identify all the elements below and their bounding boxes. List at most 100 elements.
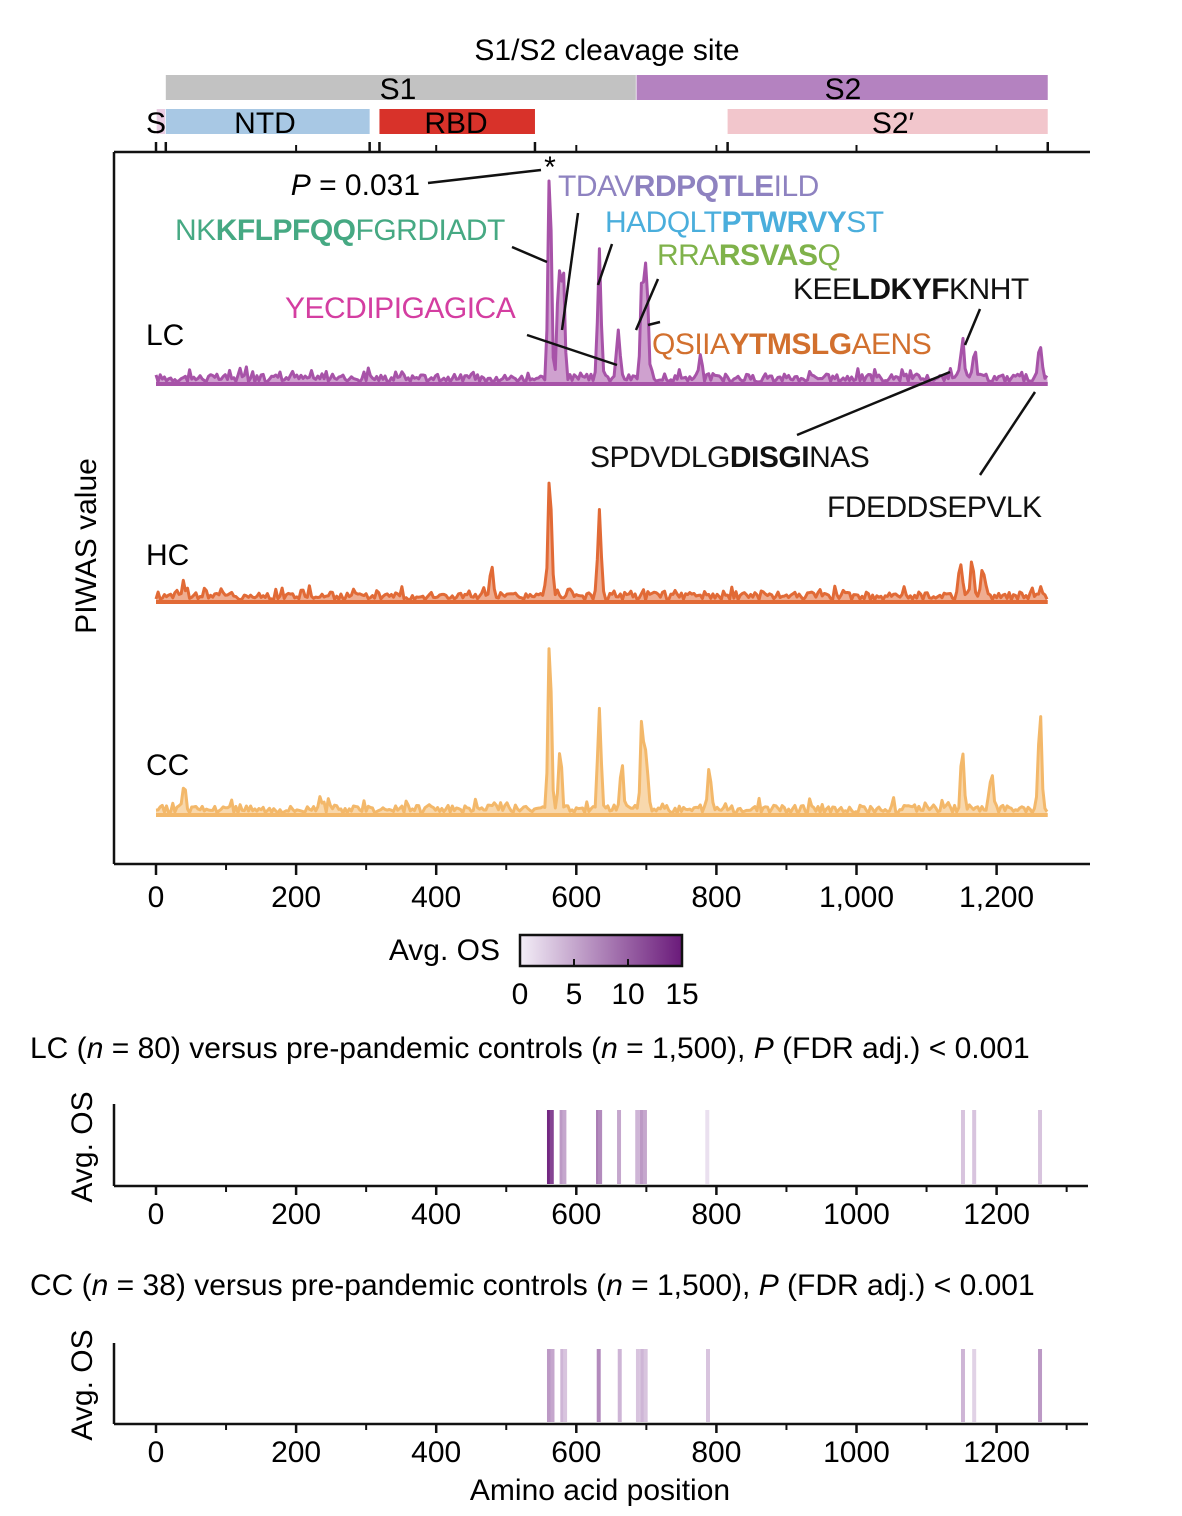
peptide-part: NK (175, 214, 216, 247)
os-band (639, 1110, 644, 1184)
peptide-label-9: FDEDDSEPVLK (827, 491, 1042, 524)
strip-x-tick-label: 1200 (963, 1198, 1030, 1231)
os-band (972, 1110, 977, 1184)
peptide-part: YECDIPIGAGICA (285, 292, 516, 325)
strip-x-tick-label: 200 (271, 1436, 321, 1469)
colorbar-tick-label: 0 (512, 978, 529, 1011)
peptide-part: QSIIA (652, 328, 730, 361)
os-band (1038, 1349, 1043, 1422)
x-tick-label: 200 (271, 881, 321, 914)
annotation-leader (634, 278, 660, 331)
peptide-label-8: SPDVDLGDISGINAS (590, 441, 869, 474)
os-band (549, 1110, 554, 1184)
peptide-label-7: KEELDKYFKNHT (793, 273, 1029, 306)
caption-part: = 1,500), (618, 1032, 754, 1065)
chart-title: S1/S2 cleavage site (474, 34, 739, 67)
domain-2 (379, 109, 535, 134)
x-tick-label: 600 (551, 881, 601, 914)
domain-ticks (154, 142, 1049, 152)
series-label-cc: CC (146, 749, 189, 782)
peptide-label-2: TDAVRDPQTLEILD (558, 170, 819, 203)
peptide-part: YTMSLG (730, 328, 852, 361)
annotation-leader (526, 333, 618, 367)
y-axis-label: PIWAS value (70, 458, 103, 634)
os-band (546, 1110, 551, 1184)
series-group: LC HC CC (146, 179, 1049, 817)
peptide-part: ILD (774, 170, 819, 203)
peptide-label-3: HADQLTPTWRVYST (605, 206, 884, 239)
os-band (598, 1110, 603, 1184)
peptide-label-5: YECDIPIGAGICA (285, 292, 516, 325)
annotation-leader (511, 245, 548, 264)
strip-x-tick-label: 1000 (823, 1198, 890, 1231)
series-line-lc (154, 179, 1049, 384)
peptide-part: KNHT (949, 273, 1029, 306)
os-band (559, 1110, 564, 1184)
domain-1 (165, 109, 370, 134)
x-tick-label: 400 (411, 881, 461, 914)
os-band (960, 1110, 965, 1184)
peptide-part: HADQLT (605, 206, 722, 239)
colorbar-tick-label: 15 (665, 978, 698, 1011)
caption-part: n (606, 1269, 623, 1302)
x-tick-label: 1,000 (819, 881, 894, 914)
peptide-part: FGRDIADT (356, 214, 506, 247)
os-band (563, 1349, 568, 1422)
peptide-part: RRA (657, 239, 719, 272)
os-band (705, 1349, 710, 1422)
colorbar-tick-label: 10 (611, 978, 644, 1011)
domain-label-1: NTD (234, 107, 296, 140)
os-band (643, 1349, 648, 1422)
annotation-leader (596, 243, 614, 286)
series-line-cc (155, 647, 1049, 815)
os-band (546, 1349, 551, 1422)
caption-part: P (754, 1032, 774, 1065)
lc-os-strip: 0 200 400 600 800 1000 1200 Avg. OS (66, 1091, 1088, 1231)
peptide-part: KEE (793, 273, 852, 306)
os-band (617, 1110, 622, 1184)
series-label-lc: LC (146, 319, 184, 352)
x-tick-label: 0 (148, 881, 165, 914)
caption-part: (FDR adj.) < 0.001 (779, 1269, 1035, 1302)
peptide-part: RDPQTLE (634, 170, 774, 203)
strip-x-tick-label: 400 (411, 1436, 461, 1469)
peptide-part: KFLPFQQ (216, 214, 356, 247)
caption-part: n (601, 1032, 618, 1065)
peptide-part: LDKYF (852, 273, 950, 306)
annotation-leader (796, 370, 951, 437)
domain-s1 (165, 75, 636, 100)
domain-0 (156, 109, 166, 134)
os-band (640, 1349, 645, 1422)
annotation-leader (978, 391, 1037, 476)
series-label-hc: HC (146, 539, 189, 572)
annotation-leader (963, 308, 982, 346)
os-band (635, 1110, 640, 1184)
caption-part: LC ( (30, 1032, 87, 1065)
peptide-annotations: P = 0.031 * NKKFLPFQQFGRDIADT TDAVRDPQTLEIL… (175, 151, 1043, 524)
colorbar-label: Avg. OS (389, 934, 500, 967)
caption-part: (FDR adj.) < 0.001 (774, 1032, 1030, 1065)
colorbar-tick-label: 5 (566, 978, 583, 1011)
os-band (1038, 1110, 1043, 1184)
caption-part: P (759, 1269, 779, 1302)
p-value-annotation: P = 0.031 (291, 169, 420, 202)
peptide-part: Q (817, 239, 840, 272)
x-axis-ticks: 0 200 400 600 800 1,000 1,200 (148, 864, 1034, 914)
lc-comparison-caption: LC ( n = 80) versus pre-pandemic controls… (30, 1032, 1030, 1065)
caption-part: = 1,500), (623, 1269, 759, 1302)
caption-part: = 80) versus pre-pandemic controls ( (103, 1032, 601, 1065)
cc-os-strip: 0 200 400 600 800 1000 1200 Avg. OS (66, 1329, 1088, 1469)
peptide-part: SPDVDLG (590, 441, 730, 474)
annotation-leader (560, 212, 580, 331)
caption-part: n (92, 1269, 109, 1302)
peptide-part: TDAV (558, 170, 634, 203)
x-tick-label: 800 (691, 881, 741, 914)
peptide-part: NAS (809, 441, 869, 474)
caption-part: = 38) versus pre-pandemic controls ( (108, 1269, 606, 1302)
domain-label-3: S2′ (872, 107, 915, 140)
domain-label-s2: S2 (825, 73, 862, 106)
os-band (596, 1349, 601, 1422)
caption-part: CC ( (30, 1269, 92, 1302)
peptide-part: PTWRVY (721, 206, 846, 239)
